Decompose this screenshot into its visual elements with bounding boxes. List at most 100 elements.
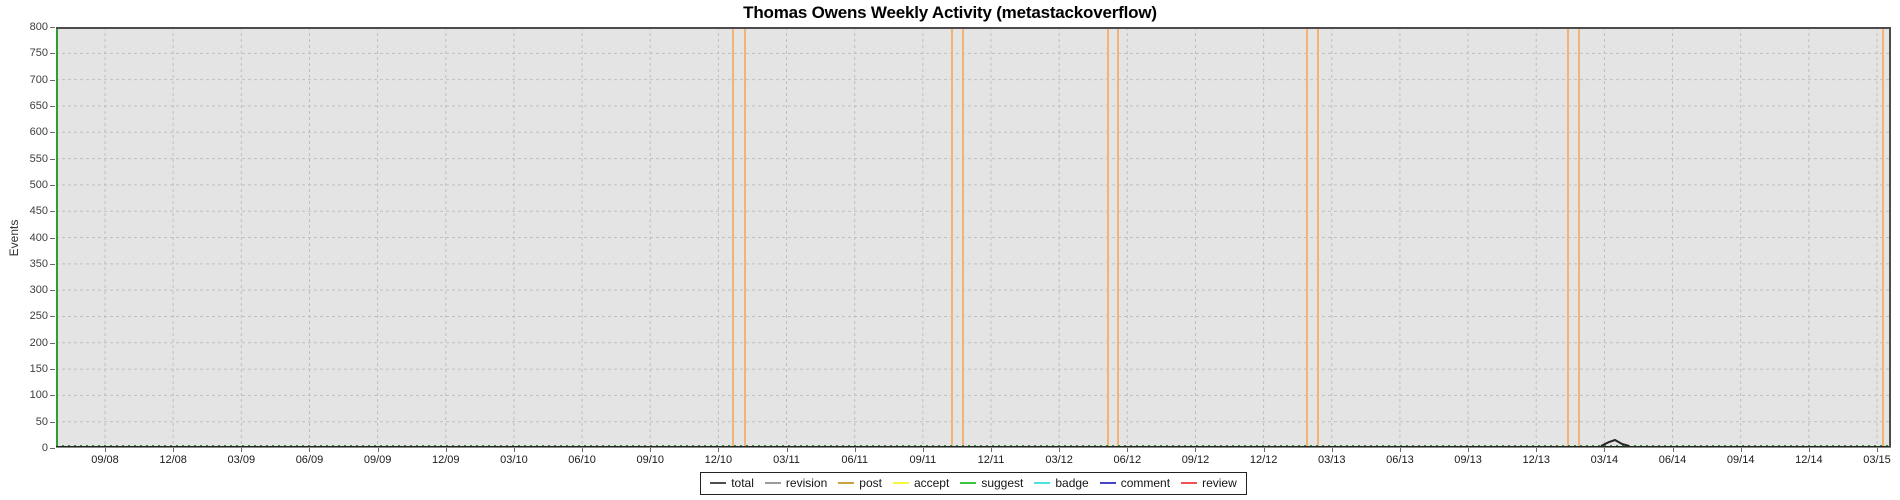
legend-label: accept: [913, 476, 950, 490]
legend-swatch-badge: [1034, 482, 1051, 484]
x-tick-mark: [854, 448, 856, 452]
y-tick-mark: [50, 342, 55, 344]
y-tick-mark: [50, 448, 55, 449]
legend-label: review: [1202, 476, 1237, 490]
y-tick-mark: [50, 263, 55, 265]
y-tick-label: 300: [29, 284, 48, 297]
y-tick-mark: [50, 290, 55, 292]
chart-title: Thomas Owens Weekly Activity (metastacko…: [743, 3, 1157, 22]
legend-swatch-review: [1181, 482, 1198, 484]
x-tick-mark: [922, 448, 924, 452]
y-tick-mark: [50, 132, 55, 134]
x-tick-label: 06/14: [1658, 454, 1687, 466]
x-tick-label: 09/12: [1181, 454, 1210, 466]
y-tick-mark: [50, 395, 55, 397]
x-tick-label: 06/10: [568, 454, 596, 466]
x-tick-mark: [1672, 448, 1674, 452]
x-tick-mark: [1808, 448, 1810, 452]
y-tick-label: 700: [29, 73, 48, 86]
y-tick-label: 50: [35, 415, 48, 428]
x-tick-label: 03/15: [1863, 454, 1891, 466]
x-tick-label: 03/10: [500, 454, 528, 466]
y-tick-mark: [50, 105, 55, 107]
x-tick-mark: [990, 448, 992, 452]
legend-item-post: post: [838, 476, 882, 490]
total-peak-line: [1600, 438, 1630, 447]
y-tick-label: 250: [29, 310, 48, 323]
x-tick-label: 12/13: [1522, 454, 1550, 466]
legend-label: comment: [1120, 476, 1171, 490]
legend-item-comment: comment: [1099, 476, 1171, 490]
legend-swatch-post: [838, 482, 855, 484]
x-tick-mark: [1331, 448, 1333, 452]
x-tick-label: 03/12: [1045, 454, 1073, 466]
x-tick-mark: [1127, 448, 1129, 452]
y-tick-label: 650: [29, 99, 48, 112]
y-tick-mark: [50, 27, 55, 28]
legend-swatch-suggest: [960, 482, 977, 484]
x-tick-label: 06/12: [1113, 454, 1142, 466]
x-tick-mark: [1468, 448, 1470, 452]
x-tick-mark: [309, 448, 311, 452]
y-tick-label: 100: [29, 389, 48, 402]
y-tick-label: 0: [41, 442, 48, 454]
x-tick-mark: [1536, 448, 1538, 452]
legend-swatch-revision: [764, 482, 781, 484]
y-tick-label: 600: [29, 126, 48, 139]
x-tick-mark: [1876, 448, 1878, 452]
y-tick-label: 750: [29, 47, 48, 60]
x-tick-mark: [105, 448, 106, 452]
y-tick-label: 550: [29, 152, 48, 165]
x-tick-mark: [1059, 448, 1061, 452]
x-tick-mark: [445, 448, 447, 452]
x-tick-label: 12/10: [704, 454, 733, 466]
x-tick-label: 06/11: [841, 454, 869, 466]
legend-item-revision: revision: [764, 476, 828, 490]
x-tick-label: 09/14: [1726, 454, 1755, 466]
legend-item-badge: badge: [1034, 476, 1089, 490]
x-tick-mark: [1263, 448, 1265, 452]
y-tick-mark: [50, 316, 55, 318]
y-tick-label: 350: [29, 257, 48, 270]
x-tick-label: 12/08: [159, 454, 187, 466]
x-tick-mark: [650, 448, 652, 452]
plot-area: [56, 27, 1891, 448]
x-tick-label: 09/10: [636, 454, 664, 466]
x-tick-label: 03/13: [1318, 454, 1346, 466]
legend-swatch-accept: [892, 482, 909, 484]
y-tick-mark: [50, 158, 55, 160]
legend: total revision post accept suggest badge comme…: [56, 472, 1891, 495]
x-tick-label: 03/09: [227, 454, 256, 466]
x-tick-mark: [241, 448, 243, 452]
y-tick-mark: [50, 184, 55, 186]
x-tick-mark: [1740, 448, 1742, 452]
x-tick-label: 09/09: [363, 454, 392, 466]
x-tick-label: 12/09: [432, 454, 460, 466]
y-tick-label: 450: [29, 205, 48, 218]
y-tick-mark: [50, 237, 55, 239]
y-tick-mark: [50, 211, 55, 213]
y-tick-label: 200: [29, 336, 48, 349]
legend-label: post: [859, 476, 882, 490]
x-tick-mark: [1195, 448, 1197, 452]
y-axis-tick-labels: 800 750 700 650 600 550 500 450 400 350 300 250 200 1…: [0, 0, 55, 500]
x-tick-label: 09/13: [1454, 454, 1482, 466]
x-tick-label: 06/13: [1386, 454, 1414, 466]
y-tick-mark: [50, 421, 55, 423]
y-tick-mark: [50, 369, 55, 371]
x-tick-mark: [1604, 448, 1606, 452]
plot-background: [56, 27, 1891, 448]
x-tick-mark: [1399, 448, 1401, 452]
y-tick-label: 150: [29, 363, 48, 376]
legend-label: revision: [785, 476, 828, 490]
x-tick-label: 03/11: [773, 454, 800, 466]
x-tick-label: 12/12: [1249, 454, 1278, 466]
x-tick-label: 12/14: [1795, 454, 1823, 466]
legend-item-suggest: suggest: [960, 476, 1023, 490]
x-tick-label: 03/14: [1590, 454, 1619, 466]
legend-label: total: [731, 476, 754, 490]
x-tick-label: 09/11: [909, 454, 937, 466]
y-tick-label: 400: [29, 231, 48, 244]
y-tick-mark: [50, 53, 55, 55]
legend-box: total revision post accept suggest badge comme…: [700, 472, 1247, 495]
